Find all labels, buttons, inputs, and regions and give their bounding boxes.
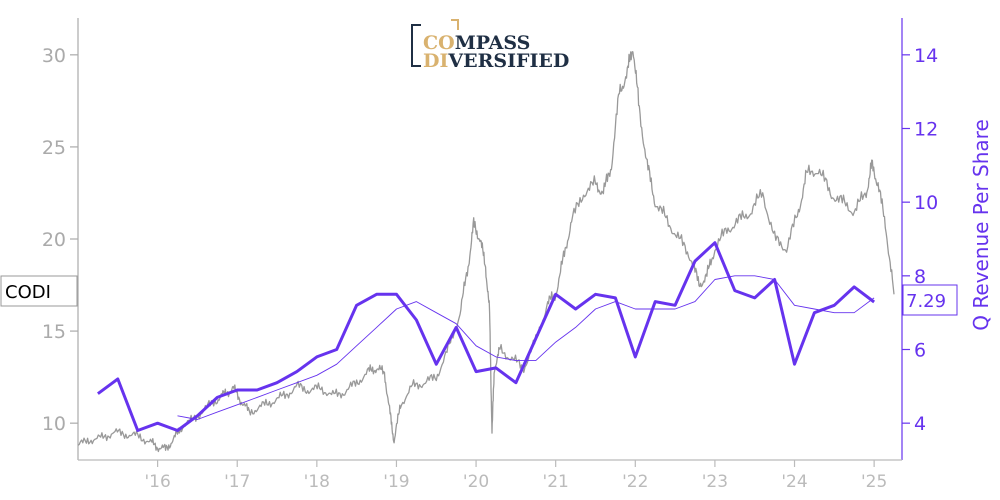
y-left-tick-label: 25 [42,137,66,159]
series-line-revenue_thick [97,241,876,432]
x-tick-label: '16 [144,472,170,492]
svg-text:DIVERSIFIED: DIVERSIFIED [423,50,569,72]
svg-text:COMPASS: COMPASS [423,32,530,54]
logo-text-di: DI [423,50,448,72]
x-tick-label: '20 [463,472,489,492]
y-right-tick-label: 4 [914,413,926,435]
axes [70,18,910,467]
last-value-text: 7.29 [906,291,946,312]
y-right-tick-label: 12 [914,119,938,141]
x-tick-label: '24 [781,472,807,492]
y-left-tick-label: 20 [42,229,66,251]
y-axis-right-label: Q Revenue Per Share [969,119,993,331]
y-right-tick-label: 10 [914,192,938,214]
x-tick-label: '25 [861,472,887,492]
x-tick-label: '22 [622,472,648,492]
logo-text-versified: VERSIFIED [447,50,569,72]
x-tick-label: '23 [702,472,728,492]
labels-layer: 10 15 20 25 30 4 6 8 10 12 14 '16 '17 '18 '19 '20 '21 '22… [42,45,938,492]
series-line-revenue_thin [177,275,875,420]
x-tick-label: '17 [224,472,250,492]
x-tick-label: '19 [383,472,409,492]
ticker-label: CODI [0,275,78,307]
x-tick-label: '21 [543,472,569,492]
y-left-tick-label: 15 [42,321,66,343]
last-value-label: 7.29 [902,284,958,316]
company-logo: COMPASS DIVERSIFIED [411,19,569,72]
y-right-tick-label: 8 [914,266,926,288]
logo-text-mpass: MPASS [455,32,531,54]
ticker-text: CODI [5,282,51,303]
x-tick-label: '18 [304,472,330,492]
y-right-tick-label: 14 [914,45,938,67]
logo-text-co: CO [423,32,455,54]
series-layer [77,51,895,453]
y-right-tick-label: 6 [914,340,926,362]
y-left-tick-label: 30 [42,45,66,67]
series-line-price [77,51,895,453]
y-left-tick-label: 10 [42,413,66,435]
